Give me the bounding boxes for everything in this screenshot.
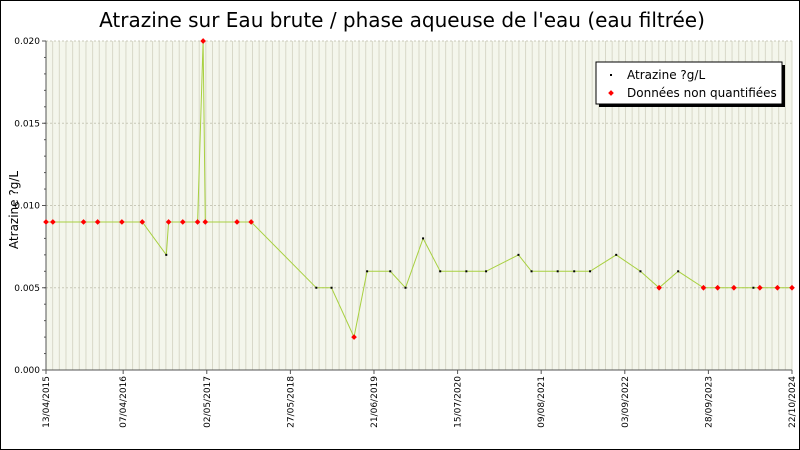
legend-label: Données non quantifiées <box>627 86 777 100</box>
data-point-quantified <box>165 253 168 256</box>
x-tick-label: 07/04/2016 <box>119 376 129 428</box>
data-point-unquantified <box>789 284 795 291</box>
x-tick-label: 09/08/2021 <box>537 376 547 428</box>
data-point-unquantified <box>714 284 721 291</box>
data-point-quantified <box>530 270 533 273</box>
legend-label: Atrazine ?g/L <box>627 68 705 82</box>
legend-marker-unquantified <box>608 90 614 96</box>
data-point-quantified <box>556 270 559 273</box>
data-point-unquantified <box>234 219 240 225</box>
data-point-unquantified <box>656 284 662 291</box>
data-point-unquantified <box>700 284 707 291</box>
chart-title: Atrazine sur Eau brute / phase aqueuse d… <box>99 8 705 32</box>
data-point-quantified <box>573 270 576 273</box>
y-tick-label: 0.000 <box>14 366 40 376</box>
data-point-unquantified <box>80 219 87 225</box>
x-tick-label: 21/06/2019 <box>370 376 380 428</box>
x-tick-label: 02/05/2017 <box>203 376 213 428</box>
x-axis-ticks: 13/04/2015 07/04/2016 02/05/2017 27/05/2018… <box>42 370 798 428</box>
x-tick-label: 27/05/2018 <box>286 376 296 428</box>
data-point-quantified <box>639 270 642 273</box>
y-axis-label: Atrazine ?g/L <box>7 171 21 249</box>
data-point-quantified <box>422 237 425 240</box>
data-point-unquantified <box>94 219 101 225</box>
data-point-quantified <box>485 270 488 273</box>
data-point-quantified <box>517 253 520 256</box>
legend-marker-quantified <box>610 74 612 76</box>
data-point-quantified <box>752 286 755 289</box>
data-point-quantified <box>465 270 468 273</box>
data-point-quantified <box>315 286 318 289</box>
data-point-unquantified <box>139 219 146 225</box>
data-point-unquantified <box>165 219 172 225</box>
data-point-quantified <box>589 270 592 273</box>
data-point-quantified <box>615 253 618 256</box>
data-point-unquantified <box>757 284 763 291</box>
vertical-grid <box>45 41 793 370</box>
x-tick-label: 22/10/2024 <box>788 376 798 428</box>
data-point-unquantified <box>731 284 737 291</box>
data-point-unquantified <box>774 284 781 291</box>
y-tick-label: 0.015 <box>14 119 40 129</box>
series-line-atrazine <box>46 40 792 339</box>
data-point-unquantified <box>119 219 125 225</box>
legend-box <box>595 61 783 105</box>
data-point-unquantified <box>194 219 201 225</box>
x-tick-label: 03/09/2022 <box>621 376 631 428</box>
data-point-unquantified <box>248 219 254 225</box>
y-tick-label: 0.005 <box>14 284 40 294</box>
data-point-quantified <box>404 286 407 289</box>
data-point-quantified <box>439 270 442 273</box>
data-point-quantified <box>330 286 333 289</box>
y-tick-label: 0.010 <box>14 202 40 212</box>
legend: Atrazine ?g/L Données non quantifiées <box>595 61 785 107</box>
y-tick-label: 0.020 <box>14 37 40 47</box>
data-point-unquantified <box>179 219 186 225</box>
data-point-unquantified <box>202 219 209 225</box>
data-point-quantified <box>366 270 369 273</box>
data-point-quantified <box>677 270 680 273</box>
data-point-unquantified <box>351 334 357 340</box>
legend-items: Atrazine ?g/L Données non quantifiées <box>608 68 777 100</box>
x-tick-label: 15/07/2020 <box>454 376 464 428</box>
x-tick-label: 28/09/2023 <box>704 376 714 428</box>
data-point-quantified <box>389 270 392 273</box>
x-tick-label: 13/04/2015 <box>42 376 52 428</box>
